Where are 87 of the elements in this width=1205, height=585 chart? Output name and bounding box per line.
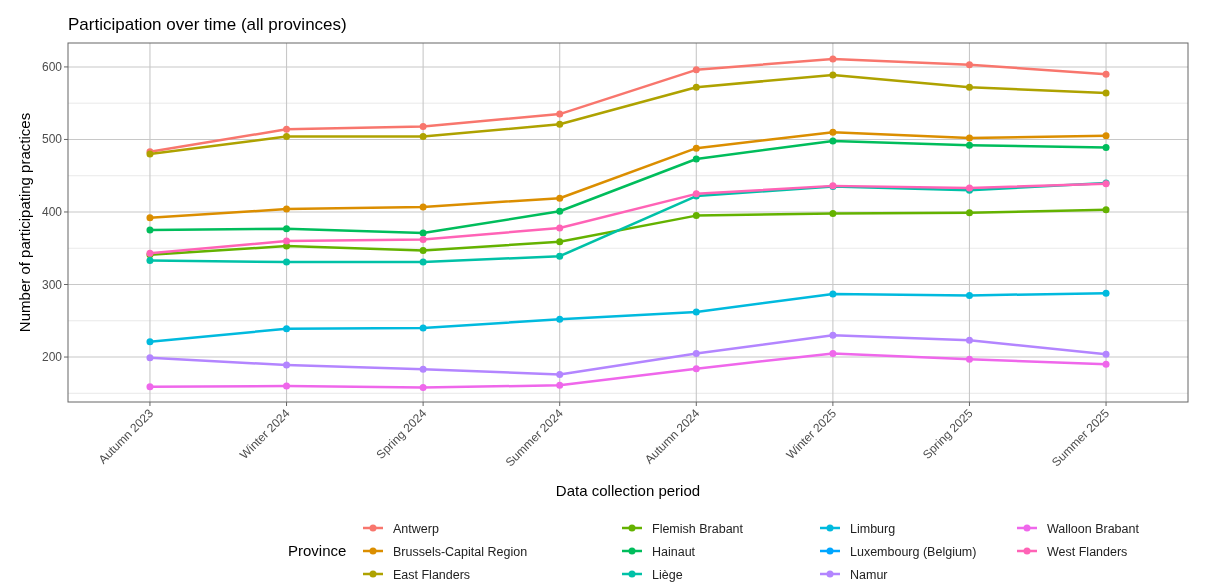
point bbox=[146, 226, 154, 234]
point bbox=[419, 384, 427, 391]
point bbox=[1102, 132, 1110, 140]
x-axis-title: Data collection period bbox=[555, 482, 701, 499]
point bbox=[965, 336, 973, 344]
point bbox=[419, 229, 427, 237]
point bbox=[1102, 70, 1110, 78]
point bbox=[283, 237, 291, 245]
point bbox=[146, 338, 154, 346]
point bbox=[556, 315, 564, 323]
point bbox=[556, 370, 564, 378]
point bbox=[146, 354, 154, 362]
chart-title: Participation over time (all provinces) bbox=[68, 15, 347, 34]
point bbox=[1102, 289, 1110, 297]
point bbox=[556, 252, 564, 260]
point bbox=[146, 383, 154, 391]
point bbox=[283, 125, 291, 133]
y-axis-title: Number of participating practices bbox=[16, 112, 33, 333]
point bbox=[965, 61, 973, 69]
point bbox=[1102, 350, 1110, 358]
point bbox=[419, 246, 427, 254]
point bbox=[829, 331, 837, 339]
y-tick-label: 300 bbox=[41, 277, 63, 292]
y-tick-label: 600 bbox=[41, 59, 63, 74]
point bbox=[1102, 89, 1110, 97]
y-tick-label: 500 bbox=[41, 132, 63, 147]
point bbox=[419, 133, 427, 141]
point bbox=[692, 349, 700, 357]
point bbox=[692, 365, 700, 373]
legend-label: Namur bbox=[850, 567, 888, 582]
point bbox=[556, 381, 564, 389]
point bbox=[283, 361, 291, 369]
point bbox=[829, 55, 837, 63]
legend-label: Liège bbox=[652, 567, 683, 582]
point bbox=[692, 308, 700, 316]
point bbox=[556, 238, 564, 246]
point bbox=[283, 325, 291, 333]
point bbox=[829, 128, 837, 136]
point bbox=[965, 134, 973, 142]
point bbox=[419, 324, 427, 332]
point bbox=[556, 110, 564, 118]
legend-label: Luxembourg (Belgium) bbox=[850, 544, 977, 559]
point bbox=[419, 203, 427, 211]
point bbox=[283, 133, 291, 141]
legend-label: East Flanders bbox=[393, 567, 471, 582]
legend-label: Brussels-Capital Region bbox=[393, 544, 528, 559]
legend-label: Flemish Brabant bbox=[652, 521, 744, 536]
point bbox=[283, 382, 291, 390]
point bbox=[556, 207, 564, 215]
point bbox=[556, 194, 564, 202]
point bbox=[829, 71, 837, 79]
point bbox=[965, 141, 973, 149]
point bbox=[283, 258, 291, 266]
point bbox=[829, 290, 837, 298]
legend-label: Limburg bbox=[850, 521, 896, 536]
y-tick-label: 400 bbox=[41, 204, 63, 219]
point bbox=[965, 209, 973, 217]
legend-label: West Flanders bbox=[1047, 544, 1128, 559]
point bbox=[1102, 143, 1110, 151]
point bbox=[556, 224, 564, 232]
point bbox=[1102, 360, 1110, 368]
point bbox=[965, 83, 973, 91]
point bbox=[419, 258, 427, 266]
point bbox=[829, 349, 837, 357]
point bbox=[692, 144, 700, 152]
point bbox=[829, 137, 837, 145]
point bbox=[556, 120, 564, 128]
legend-title: Province bbox=[288, 542, 347, 559]
legend-label: Hainaut bbox=[652, 544, 696, 559]
point bbox=[692, 155, 700, 163]
point bbox=[829, 209, 837, 217]
point bbox=[283, 205, 291, 213]
point bbox=[965, 355, 973, 363]
point bbox=[146, 214, 154, 222]
point bbox=[283, 225, 291, 233]
point bbox=[419, 236, 427, 244]
point bbox=[1102, 206, 1110, 214]
legend-label: Antwerp bbox=[393, 521, 439, 536]
point bbox=[419, 365, 427, 373]
point bbox=[692, 212, 700, 220]
point bbox=[146, 257, 154, 265]
legend-label: Walloon Brabant bbox=[1047, 521, 1140, 536]
point bbox=[692, 66, 700, 74]
point bbox=[692, 83, 700, 91]
point bbox=[965, 291, 973, 299]
point bbox=[419, 122, 427, 130]
y-tick-label: 200 bbox=[41, 350, 63, 365]
